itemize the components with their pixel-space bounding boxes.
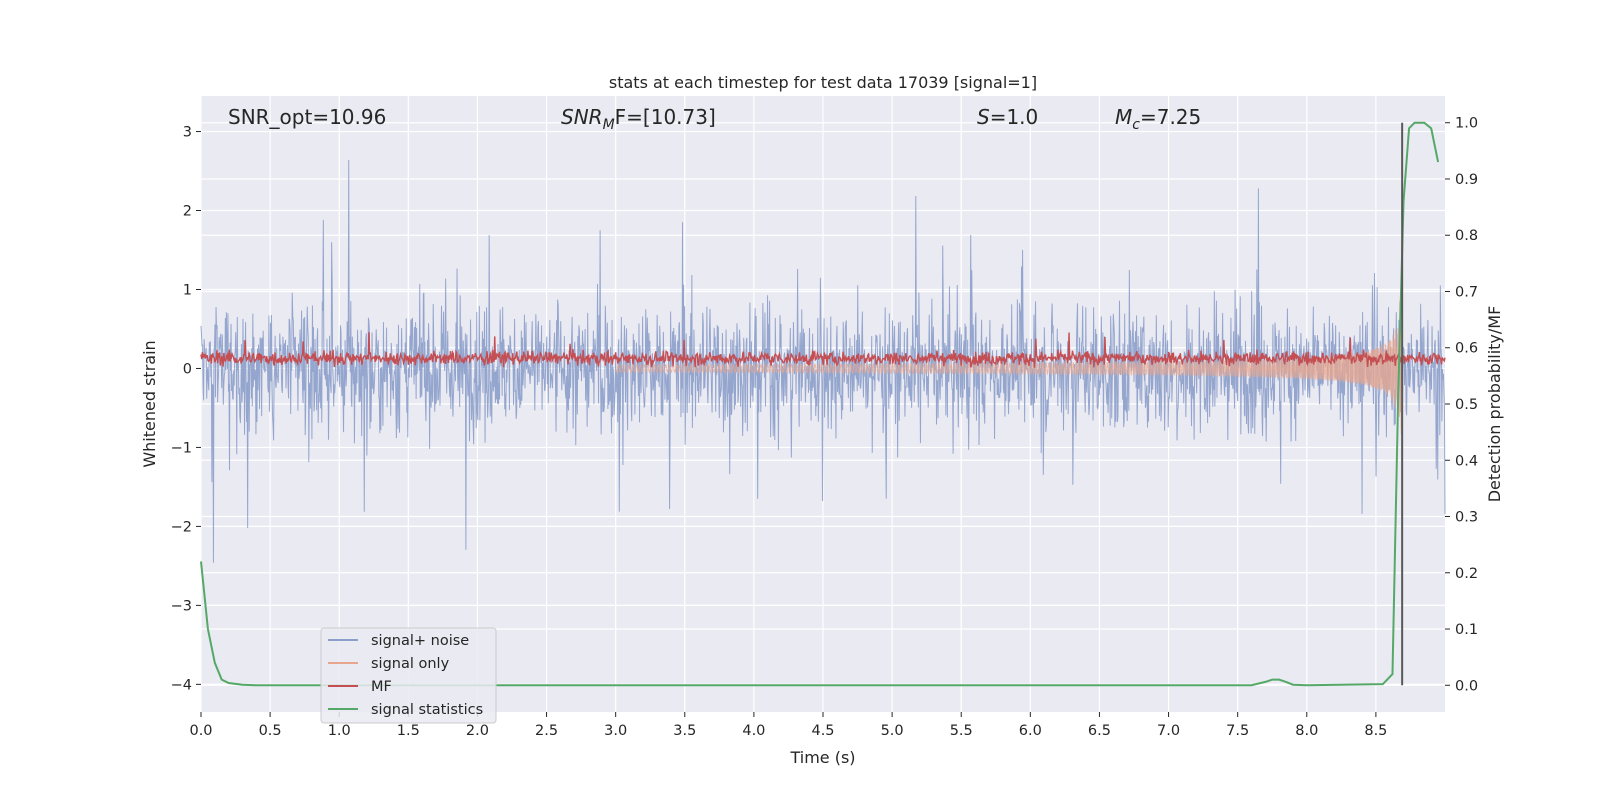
x-tick-label-2: 1.0 (328, 723, 351, 739)
annotation-mc: Mc=7.25 (1115, 105, 1201, 133)
annotation-mc-value: =7.25 (1140, 105, 1201, 129)
x-tick-label-11: 5.5 (950, 723, 973, 739)
x-tick-label-6: 3.0 (604, 723, 627, 739)
y-tick-label-4: 0 (183, 361, 192, 377)
y-right-tick-label-3: 0.3 (1455, 510, 1478, 526)
y-tick-label-2: −2 (171, 519, 192, 535)
x-tick-label-9: 4.5 (811, 723, 834, 739)
series-signal-noise (200, 159, 1446, 563)
y-right-tick-label-9: 0.9 (1455, 172, 1478, 188)
chart-title: stats at each timestep for test data 170… (609, 73, 1037, 92)
x-tick-label-10: 5.0 (881, 723, 904, 739)
x-tick-label-17: 8.5 (1364, 723, 1387, 739)
series-line-signal-statistics (200, 121, 1440, 687)
y-right-tick-label-2: 0.2 (1455, 566, 1478, 582)
x-tick-label-7: 3.5 (673, 723, 696, 739)
legend-box (320, 627, 497, 724)
series-line-signal-only (615, 301, 1403, 435)
x-tick-label-0: 0.0 (189, 723, 212, 739)
y-tick-label-7: 3 (183, 125, 192, 141)
annotation-snr-mf-base: SNR (561, 105, 603, 129)
y-right-tick-label-1: 0.1 (1455, 622, 1478, 638)
y-axis-label-left: Whitened strain (140, 340, 159, 467)
y-right-tick-label-6: 0.6 (1455, 341, 1478, 357)
y-tick-label-5: 1 (183, 282, 192, 298)
series-signal-only (615, 301, 1403, 435)
y-tick-label-1: −3 (171, 598, 192, 614)
series-line-mf (200, 332, 1446, 368)
y-right-tick-label-7: 0.7 (1455, 284, 1478, 300)
annotation-snr-mf-sub: M (603, 117, 615, 133)
legend-label-signal-statistics: signal statistics (371, 702, 483, 718)
y-axis-ticks-left: −4 −3 −2 −1 0 1 2 3 (171, 125, 201, 693)
legend: signal+ noise signal only MF signal stat… (320, 627, 497, 724)
y-tick-label-3: −1 (171, 440, 192, 456)
y-right-tick-label-10: 1.0 (1455, 116, 1478, 132)
y-tick-label-0: −4 (171, 677, 192, 693)
annotation-s: S=1.0 (977, 105, 1038, 129)
legend-label-mf: MF (371, 679, 392, 695)
y-axis-ticks-right: 0.0 0.1 0.2 0.3 0.4 0.5 0.6 0.7 0.8 0.9 1.0 (1445, 116, 1478, 694)
x-tick-label-15: 7.5 (1226, 723, 1249, 739)
annotation-s-value: =1.0 (990, 105, 1039, 129)
x-tick-label-5: 2.5 (535, 723, 558, 739)
y-right-tick-label-5: 0.5 (1455, 397, 1478, 413)
x-axis-ticks: 0.0 0.5 1.0 1.5 2.0 2.5 3.0 3.5 4.0 4.5 5.0 5.5 6.0 6… (189, 712, 1387, 739)
legend-label-signal-noise: signal+ noise (371, 633, 469, 649)
y-tick-label-6: 2 (183, 204, 192, 220)
y-right-tick-label-0: 0.0 (1455, 678, 1478, 694)
x-tick-label-8: 4.0 (742, 723, 765, 739)
x-axis-label: Time (s) (789, 748, 855, 767)
annotation-snr-mf: SNRMF=[10.73] (561, 105, 716, 133)
x-tick-label-4: 2.0 (466, 723, 489, 739)
series-line-signal-noise (200, 159, 1446, 563)
series-signal-statistics (200, 121, 1440, 687)
x-tick-label-12: 6.0 (1019, 723, 1042, 739)
annotation-snr-mf-rest: F=[10.73] (615, 105, 716, 129)
x-tick-label-13: 6.5 (1088, 723, 1111, 739)
annotation-s-label: S (977, 105, 990, 129)
y-right-tick-label-4: 0.4 (1455, 453, 1478, 469)
y-right-tick-label-8: 0.8 (1455, 228, 1478, 244)
x-tick-label-14: 7.0 (1157, 723, 1180, 739)
annotation-mc-base: M (1115, 105, 1132, 129)
annotation-snr-opt: SNR_opt=10.96 (228, 105, 386, 129)
x-tick-label-16: 8.0 (1295, 723, 1318, 739)
series-mf (200, 332, 1446, 368)
x-tick-label-1: 0.5 (259, 723, 282, 739)
y-axis-label-right: Detection probability/MF (1485, 306, 1504, 503)
annotation-mc-sub: c (1132, 117, 1140, 133)
x-tick-label-3: 1.5 (397, 723, 420, 739)
legend-label-signal-only: signal only (371, 656, 450, 672)
